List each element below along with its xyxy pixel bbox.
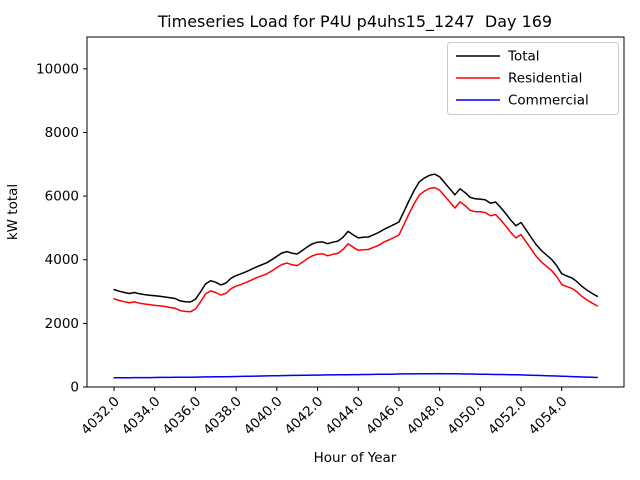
series-line-total bbox=[113, 173, 599, 303]
axes-frame bbox=[86, 36, 625, 388]
y-tick-label: 4000 bbox=[45, 252, 79, 268]
legend-label-residential: Residential bbox=[508, 71, 582, 87]
legend: Total Residential Commercial bbox=[447, 42, 619, 115]
y-tick-label: 8000 bbox=[45, 125, 79, 141]
y-tick-label: 6000 bbox=[45, 189, 79, 205]
series-line-residential bbox=[113, 186, 599, 313]
series-line-commercial bbox=[113, 372, 599, 379]
chart-title: Timeseries Load for P4U p4uhs15_1247 Day… bbox=[157, 12, 552, 32]
y-axis-label: kW total bbox=[5, 184, 21, 240]
x-axis-label: Hour of Year bbox=[314, 450, 397, 466]
y-tick-label: 0 bbox=[70, 380, 79, 396]
legend-box bbox=[447, 42, 619, 115]
y-tick-label: 2000 bbox=[45, 316, 79, 332]
legend-label-commercial: Commercial bbox=[508, 93, 589, 109]
y-tick-label: 10000 bbox=[36, 61, 79, 77]
legend-label-total: Total bbox=[507, 49, 540, 65]
